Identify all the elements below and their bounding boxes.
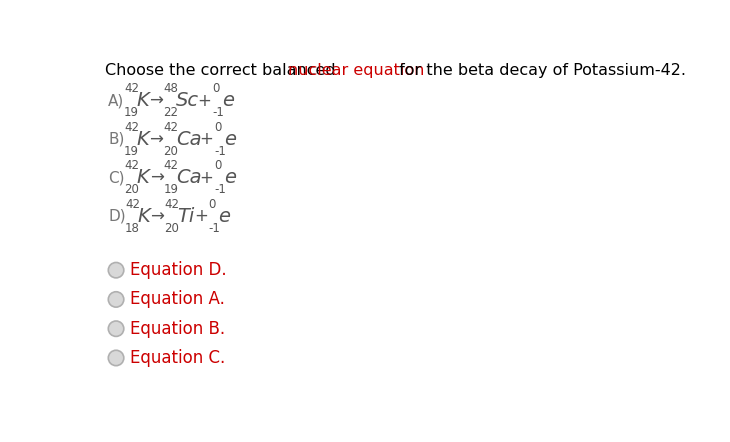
Text: e: e (218, 207, 231, 226)
Text: +: + (197, 92, 211, 110)
Text: K: K (137, 168, 150, 187)
Text: -1: -1 (209, 222, 220, 235)
Text: Equation C.: Equation C. (130, 349, 226, 367)
Text: 20: 20 (164, 222, 179, 235)
Text: C): C) (108, 170, 125, 185)
Text: K: K (137, 91, 149, 110)
Text: Equation A.: Equation A. (130, 290, 225, 309)
Text: →: → (150, 169, 164, 187)
Text: 42: 42 (124, 160, 139, 172)
Text: B): B) (108, 132, 125, 147)
Text: 42: 42 (164, 198, 180, 211)
Text: -1: -1 (214, 183, 226, 196)
Text: 0: 0 (212, 82, 220, 95)
Text: 20: 20 (164, 145, 178, 158)
Text: 42: 42 (164, 160, 178, 172)
Text: 48: 48 (164, 82, 178, 95)
Text: 0: 0 (214, 121, 221, 134)
Text: 0: 0 (214, 160, 222, 172)
Text: Equation B.: Equation B. (130, 320, 225, 338)
Text: 20: 20 (124, 183, 139, 196)
Circle shape (108, 350, 124, 366)
Text: K: K (137, 130, 149, 149)
Circle shape (108, 292, 124, 307)
Text: 19: 19 (124, 106, 139, 119)
Text: Ca: Ca (176, 168, 201, 187)
Text: -1: -1 (212, 106, 224, 119)
Text: Sc: Sc (176, 91, 199, 110)
Text: 22: 22 (164, 106, 178, 119)
Circle shape (108, 321, 124, 336)
Text: 0: 0 (209, 198, 216, 211)
Text: +: + (199, 169, 213, 187)
Text: →: → (150, 130, 164, 148)
Text: 19: 19 (164, 183, 178, 196)
Text: nuclear equation: nuclear equation (288, 63, 424, 78)
Text: for the beta decay of Potassium-42.: for the beta decay of Potassium-42. (393, 63, 685, 78)
Circle shape (108, 263, 124, 278)
Text: +: + (199, 130, 213, 148)
Text: e: e (224, 168, 237, 187)
Text: →: → (150, 92, 164, 110)
Text: e: e (224, 130, 236, 149)
Text: +: + (194, 207, 208, 225)
Text: e: e (222, 91, 234, 110)
Text: Choose the correct balanced: Choose the correct balanced (105, 63, 341, 78)
Text: Equation D.: Equation D. (130, 261, 226, 279)
Text: 42: 42 (124, 121, 139, 134)
Text: K: K (137, 207, 150, 226)
Text: A): A) (108, 93, 125, 108)
Text: D): D) (108, 209, 126, 224)
Text: →: → (150, 207, 164, 225)
Text: -1: -1 (214, 145, 226, 158)
Text: 42: 42 (164, 121, 178, 134)
Text: Ca: Ca (176, 130, 201, 149)
Text: 19: 19 (124, 145, 139, 158)
Text: Ti: Ti (177, 207, 194, 226)
Text: 42: 42 (124, 82, 139, 95)
Text: 42: 42 (125, 198, 140, 211)
Text: 18: 18 (125, 222, 140, 235)
